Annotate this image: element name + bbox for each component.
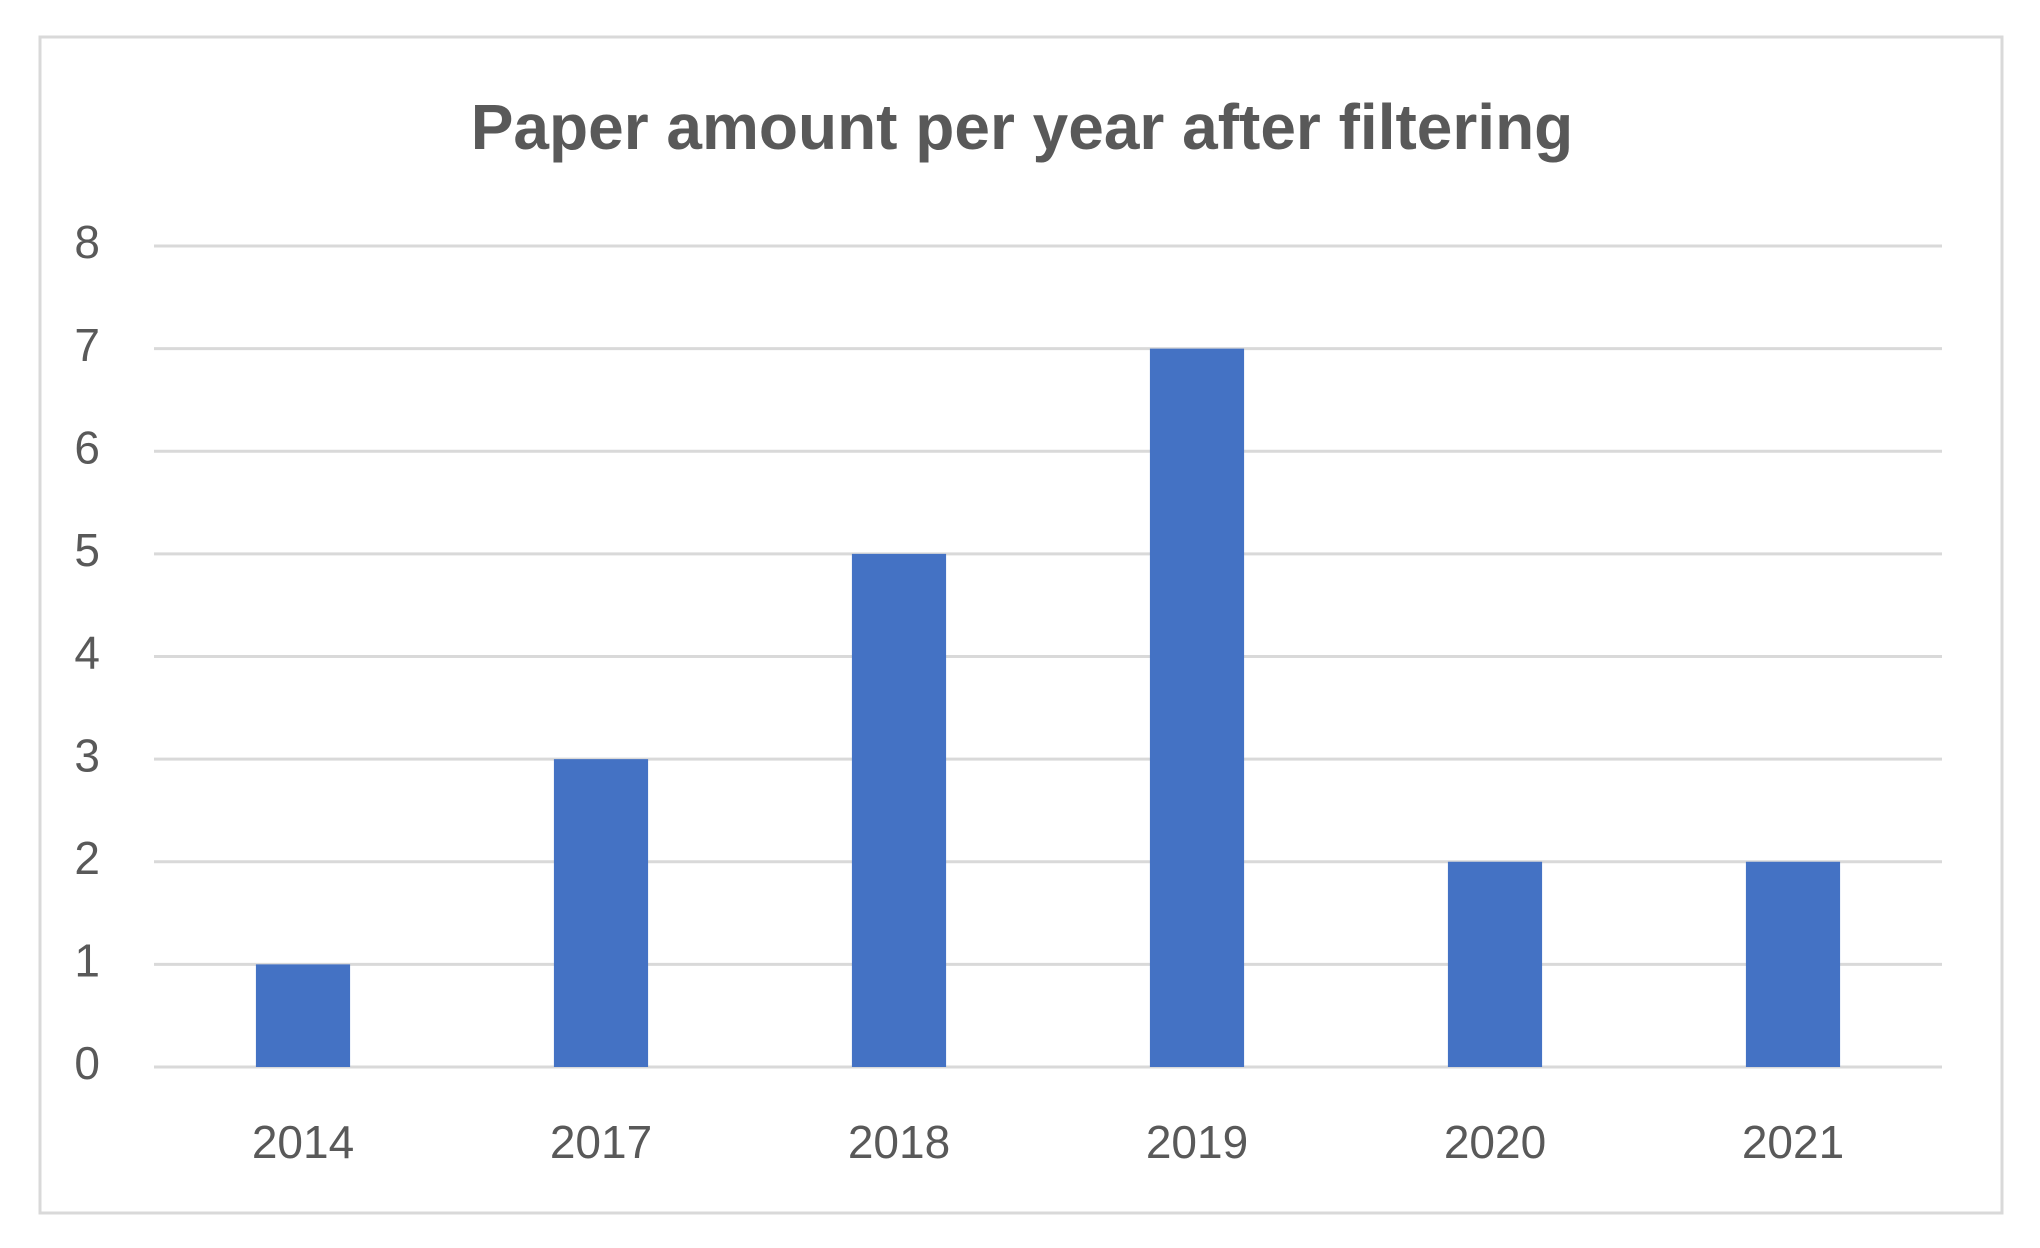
x-tick-label: 2019 — [1146, 1116, 1248, 1168]
y-tick-label: 1 — [74, 935, 100, 987]
bar — [1149, 348, 1245, 1067]
x-tick-label: 2014 — [252, 1116, 354, 1168]
y-tick-label: 2 — [74, 832, 100, 884]
y-tick-label: 6 — [74, 421, 100, 473]
bar — [1447, 861, 1543, 1067]
y-tick-label: 4 — [74, 627, 100, 679]
bar — [553, 759, 649, 1067]
x-tick-label: 2018 — [848, 1116, 950, 1168]
y-tick-label: 8 — [74, 216, 100, 268]
chart-border — [38, 35, 2004, 1215]
x-tick-label: 2020 — [1444, 1116, 1546, 1168]
bar — [1745, 861, 1841, 1067]
bar — [851, 553, 947, 1067]
chart-title: Paper amount per year after filtering — [471, 91, 1574, 163]
x-tick-label: 2021 — [1742, 1116, 1844, 1168]
bar — [255, 964, 351, 1067]
y-tick-label: 7 — [74, 319, 100, 371]
y-tick-label: 3 — [74, 729, 100, 781]
x-tick-label: 2017 — [550, 1116, 652, 1168]
y-tick-label: 0 — [74, 1037, 100, 1089]
y-tick-label: 5 — [74, 524, 100, 576]
